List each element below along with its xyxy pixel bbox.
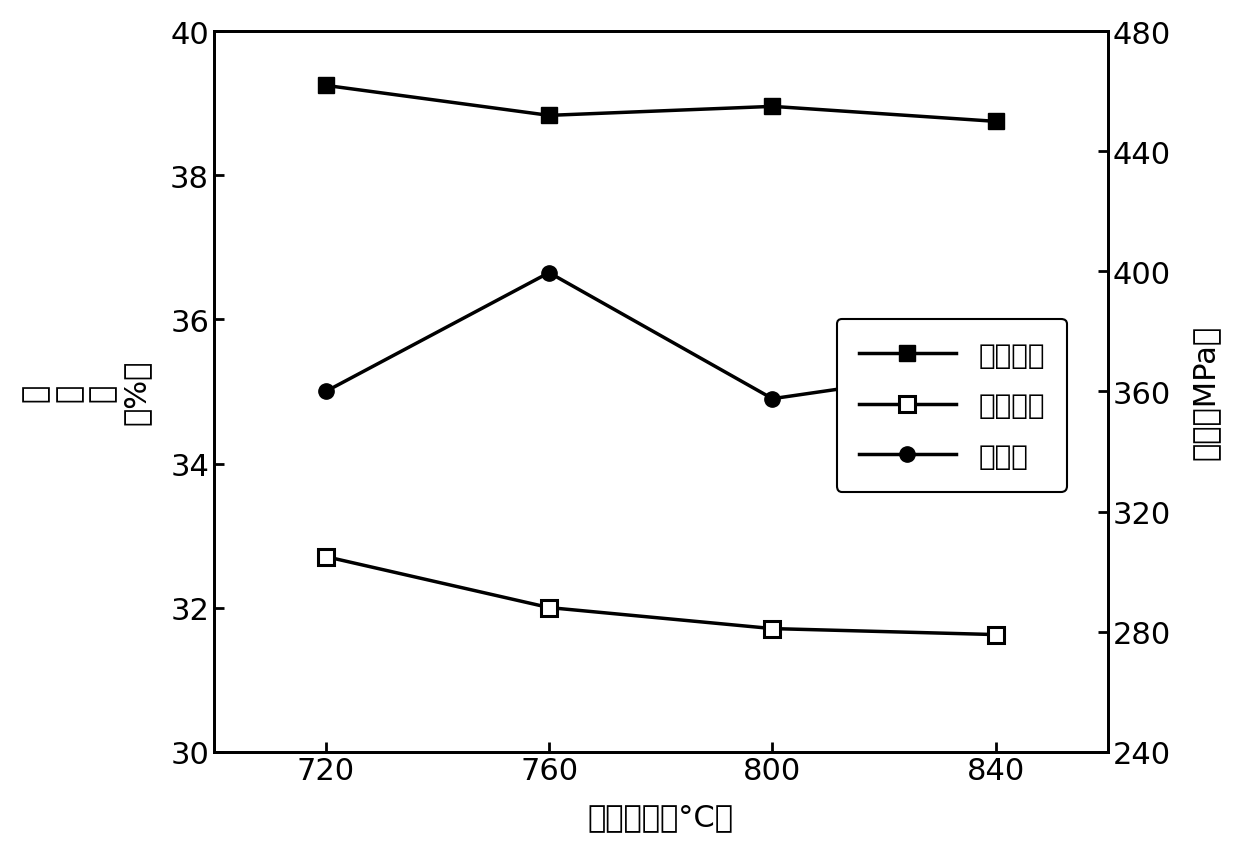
Line: 延伸率: 延伸率 bbox=[317, 266, 1003, 407]
Line: 抗拉强度: 抗拉强度 bbox=[317, 78, 1003, 130]
延伸率 bbox=[319, 387, 334, 397]
Y-axis label: 延
伸
率
（%）: 延 伸 率 （%） bbox=[21, 360, 150, 424]
抗拉强度 bbox=[542, 111, 557, 121]
Legend: 抗拉强度, 屈服强度, 延伸率: 抗拉强度, 屈服强度, 延伸率 bbox=[837, 320, 1066, 492]
延伸率 bbox=[988, 362, 1003, 372]
Y-axis label: 强度（MPa）: 强度（MPa） bbox=[1190, 325, 1219, 459]
屈服强度 bbox=[542, 602, 557, 613]
Line: 屈服强度: 屈服强度 bbox=[317, 550, 1003, 642]
延伸率 bbox=[542, 268, 557, 279]
抗拉强度 bbox=[765, 102, 780, 112]
屈服强度 bbox=[765, 624, 780, 634]
屈服强度 bbox=[988, 630, 1003, 640]
X-axis label: 连退温度（°C）: 连退温度（°C） bbox=[588, 803, 734, 832]
屈服强度 bbox=[319, 552, 334, 562]
抗拉强度 bbox=[319, 81, 334, 91]
抗拉强度 bbox=[988, 117, 1003, 127]
延伸率 bbox=[765, 394, 780, 405]
